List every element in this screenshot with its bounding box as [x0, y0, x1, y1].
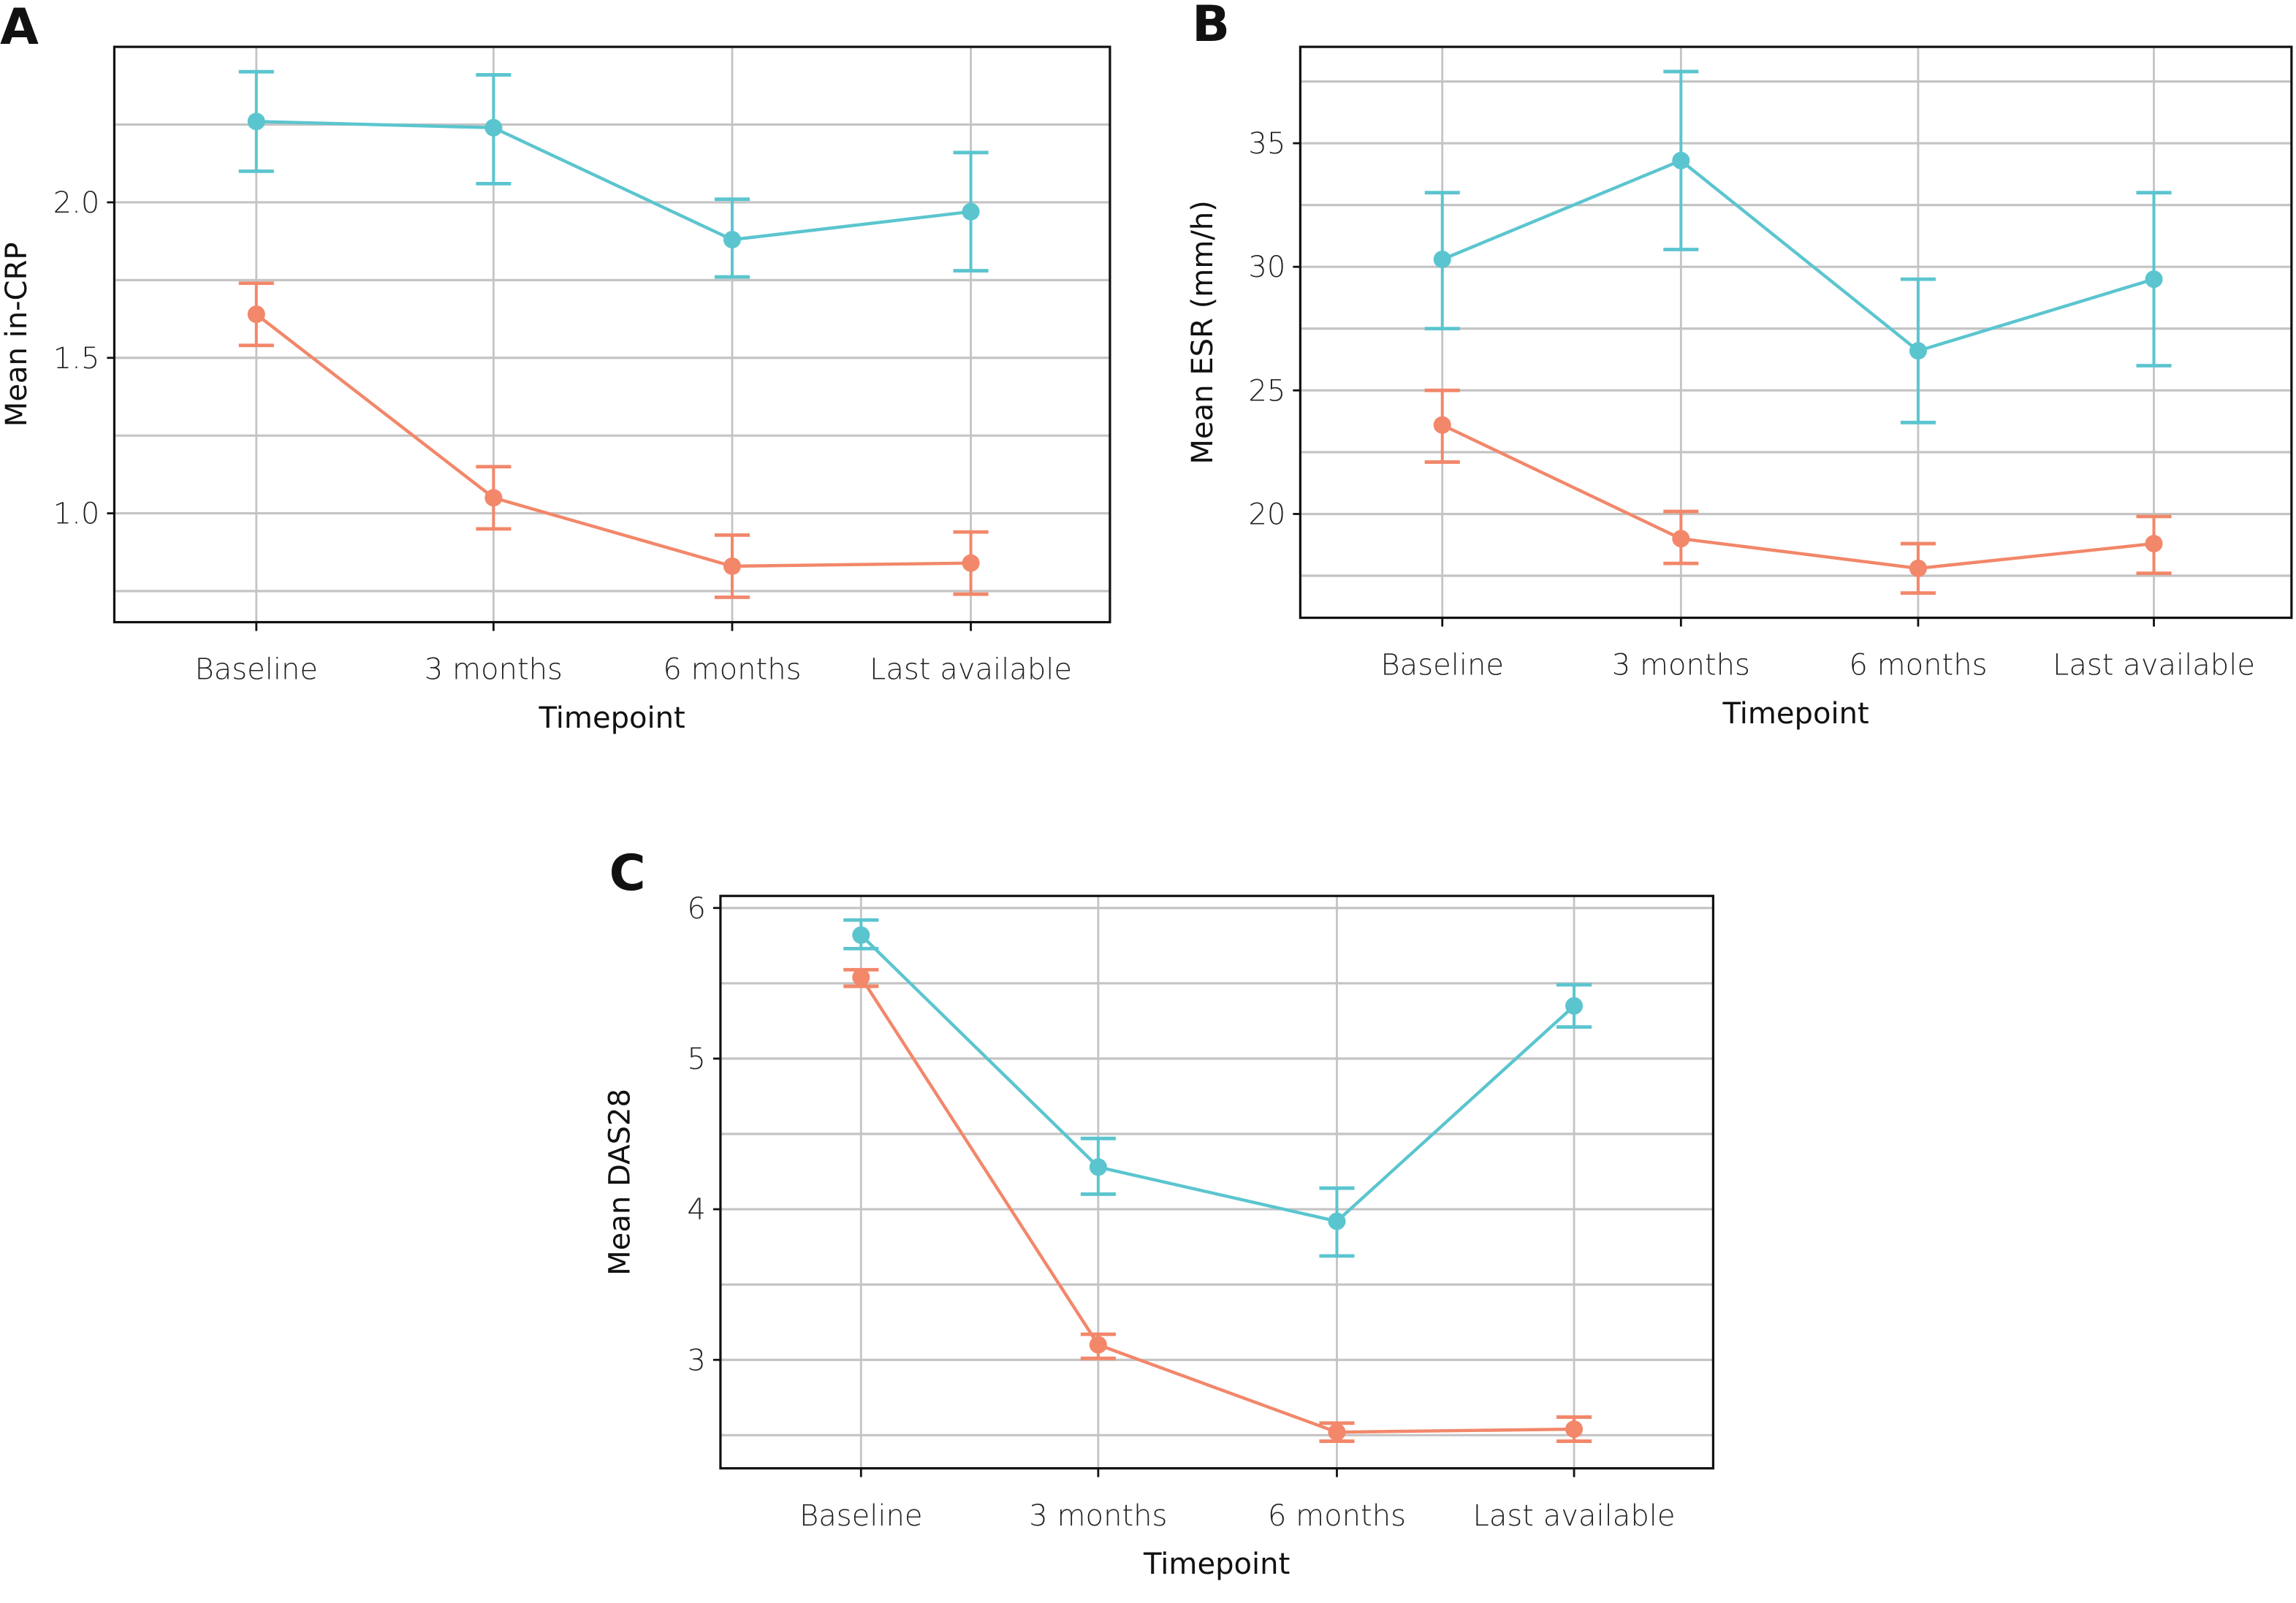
- data-point: [2145, 535, 2163, 553]
- panel-letter-b: B: [1192, 0, 1230, 53]
- x-tick-label: 6 months: [663, 653, 801, 687]
- panel-c: 3 4 5 6 Baseline 3 months 6 months Last availab…: [604, 845, 1715, 1581]
- x-tick-label: 3 months: [425, 653, 563, 687]
- data-point: [1909, 559, 1927, 577]
- x-axis-title: Timepoint: [539, 701, 685, 735]
- series-2: [1424, 388, 2172, 595]
- y-tick-label: 3: [687, 1344, 705, 1377]
- data-point: [1328, 1423, 1346, 1442]
- panel-a: 1.0 1.5 2.0 Baseline 3 months 6 months Last av…: [0, 0, 1111, 735]
- data-point: [1089, 1158, 1107, 1176]
- series-1: [1424, 69, 2172, 424]
- series-line: [256, 120, 971, 242]
- panel-letter-c: C: [609, 845, 646, 902]
- data-point: [2145, 270, 2163, 289]
- data-point: [962, 554, 980, 572]
- panel-letter-a: A: [0, 0, 39, 56]
- data-point: [1328, 1212, 1346, 1230]
- data-point: [1909, 342, 1927, 360]
- series-line: [859, 976, 1575, 1434]
- series-line: [859, 934, 1575, 1223]
- y-tick-label: 25: [1248, 374, 1285, 408]
- plot-frame: [1299, 45, 2293, 620]
- data-point: [247, 113, 265, 131]
- series-2: [843, 967, 1592, 1443]
- series-2: [238, 281, 989, 599]
- x-tick-label: 6 months: [1268, 1499, 1406, 1533]
- y-axis-title: Mean DAS28: [604, 1089, 637, 1276]
- x-tick-label: Last available: [870, 653, 1072, 687]
- x-tick-label: Last available: [2053, 649, 2255, 682]
- data-point: [723, 557, 741, 575]
- x-axis-title: Timepoint: [1722, 697, 1869, 731]
- y-axis-title: Mean ESR (mm/h): [1186, 200, 1220, 464]
- x-tick-label: Last available: [1473, 1499, 1676, 1533]
- data-point: [962, 202, 980, 221]
- data-point: [1672, 530, 1690, 548]
- y-tick-label: 5: [687, 1043, 705, 1076]
- data-point: [723, 230, 741, 249]
- data-point: [1672, 151, 1690, 170]
- series-1: [238, 69, 989, 279]
- series-line: [255, 313, 971, 568]
- data-point: [484, 489, 503, 507]
- x-tick-label: 3 months: [1612, 649, 1750, 682]
- data-point: [1433, 251, 1451, 269]
- y-tick-label: 20: [1248, 498, 1285, 531]
- x-tick-label: 6 months: [1849, 649, 1987, 682]
- plot-frame: [113, 45, 1111, 624]
- x-tick-label: Baseline: [799, 1499, 923, 1533]
- data-point: [247, 305, 265, 324]
- y-axis-title: Mean in-CRP: [0, 242, 34, 427]
- data-point: [1089, 1336, 1107, 1354]
- data-point: [1565, 1420, 1584, 1439]
- data-point: [852, 968, 870, 986]
- y-tick-label: 4: [687, 1193, 705, 1227]
- y-tick-label: 30: [1248, 251, 1285, 284]
- y-tick-label: 1.5: [53, 342, 100, 376]
- series-1: [843, 918, 1592, 1258]
- x-tick-label: 3 months: [1029, 1499, 1167, 1533]
- data-point: [1565, 997, 1584, 1015]
- y-tick-label: 35: [1248, 127, 1285, 161]
- x-axis-title: Timepoint: [1143, 1547, 1290, 1581]
- x-tick-label: Baseline: [194, 653, 318, 687]
- y-tick-label: 6: [687, 892, 705, 926]
- panel-b: 20 25 30 35 Baseline 3 months 6 months Last ava…: [1186, 0, 2293, 731]
- series-line: [1441, 423, 2154, 571]
- data-point: [852, 926, 870, 944]
- data-point: [484, 118, 503, 137]
- y-tick-label: 1.0: [53, 498, 100, 531]
- plot-frame: [719, 894, 1715, 1470]
- series-line: [1441, 159, 2155, 353]
- x-tick-label: Baseline: [1380, 649, 1504, 682]
- y-tick-label: 2.0: [53, 186, 100, 220]
- data-point: [1433, 416, 1451, 434]
